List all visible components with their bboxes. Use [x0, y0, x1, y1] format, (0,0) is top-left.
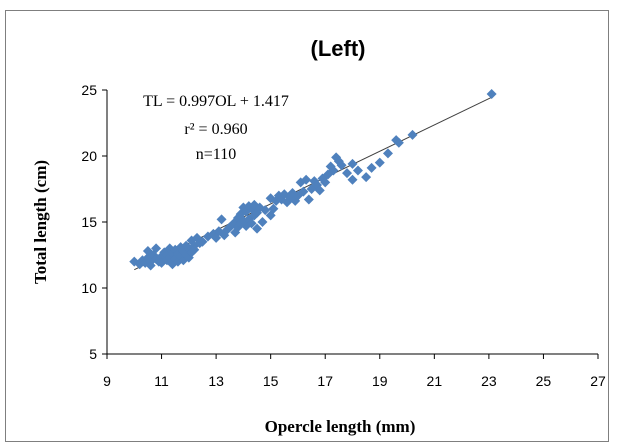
y-tick-label: 15 — [81, 214, 97, 230]
data-point — [374, 157, 385, 168]
chart-frame — [5, 10, 609, 442]
data-point — [301, 174, 312, 185]
data-point — [314, 185, 325, 196]
data-point — [361, 172, 372, 183]
data-point — [352, 165, 363, 176]
y-tick-label: 5 — [89, 346, 97, 362]
x-tick-label: 19 — [372, 373, 388, 389]
data-point — [342, 168, 353, 179]
data-point — [197, 236, 208, 247]
x-tick-label: 23 — [481, 373, 497, 389]
y-tick-label: 10 — [81, 280, 97, 296]
y-axis-title: Total length (cm) — [31, 160, 50, 284]
data-point — [407, 129, 418, 140]
chart-title: (Left) — [311, 36, 366, 61]
x-tick-label: 13 — [208, 373, 224, 389]
x-tick-label: 17 — [317, 373, 333, 389]
annotation-line: TL = 0.997OL + 1.417 — [143, 93, 289, 110]
y-tick-label: 20 — [81, 148, 97, 164]
x-tick-label: 15 — [263, 373, 279, 389]
x-tick-label: 21 — [427, 373, 443, 389]
axes: 5 10 15 20 25 9 11 13 15 17 19 21 23 25 27 — [81, 82, 606, 389]
x-tick-label: 9 — [103, 373, 111, 389]
data-point — [328, 165, 339, 176]
data-point — [246, 218, 257, 229]
data-point — [320, 177, 331, 188]
data-point — [393, 137, 404, 148]
data-point — [260, 205, 271, 216]
data-point — [257, 217, 268, 227]
data-point — [347, 174, 358, 185]
data-point — [189, 244, 200, 255]
data-point — [183, 252, 194, 263]
x-axis-title: Opercle length (mm) — [265, 417, 416, 436]
x-tick-label: 11 — [154, 373, 169, 389]
data-point — [366, 162, 377, 173]
data-points — [129, 88, 497, 271]
annotation-line: n=110 — [196, 146, 236, 163]
data-point — [347, 158, 358, 169]
x-tick-label: 25 — [536, 373, 552, 389]
regression-annotation: TL = 0.997OL + 1.417 r² = 0.960 n=110 — [143, 93, 289, 163]
data-point — [252, 223, 263, 234]
x-tick-label: 27 — [590, 373, 606, 389]
data-point — [303, 194, 314, 205]
data-point — [382, 148, 393, 159]
y-tick-label: 25 — [81, 82, 97, 98]
data-point — [246, 203, 257, 214]
data-point — [486, 88, 497, 99]
data-point — [336, 160, 347, 171]
annotation-line: r² = 0.960 — [184, 121, 247, 138]
data-point — [216, 214, 227, 225]
data-point — [268, 203, 279, 214]
data-point — [298, 186, 309, 197]
data-point — [151, 243, 162, 254]
data-point — [142, 246, 153, 257]
